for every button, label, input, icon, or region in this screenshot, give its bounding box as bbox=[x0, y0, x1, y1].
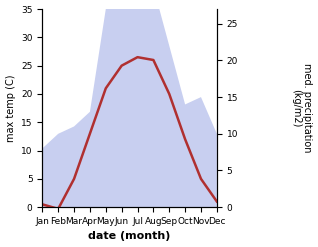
Y-axis label: med. precipitation
(kg/m2): med. precipitation (kg/m2) bbox=[291, 63, 313, 153]
X-axis label: date (month): date (month) bbox=[88, 231, 171, 242]
Y-axis label: max temp (C): max temp (C) bbox=[5, 74, 16, 142]
